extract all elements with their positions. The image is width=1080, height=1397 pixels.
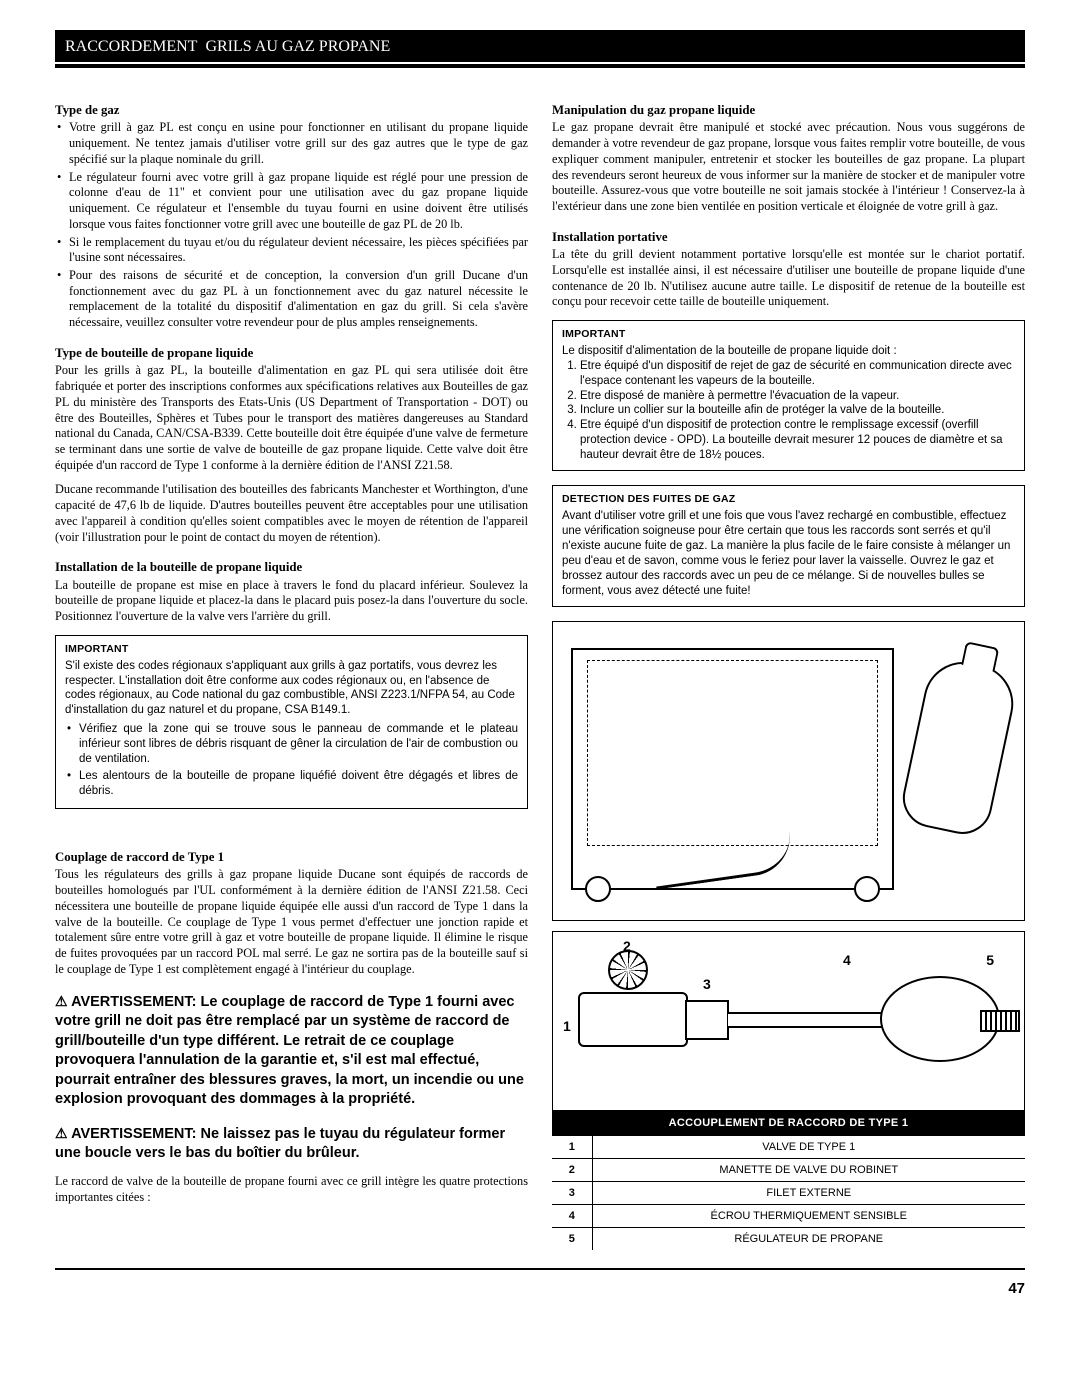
list-item: Si le remplacement du tuyau et/ou du rég… bbox=[69, 235, 528, 266]
box-lead: Le dispositif d'alimentation de la boute… bbox=[562, 344, 1015, 359]
part-number: 1 bbox=[552, 1135, 592, 1158]
box-heading: DETECTION DES FUITES DE GAZ bbox=[562, 493, 1015, 507]
heading-type-gaz: Type de gaz bbox=[55, 102, 528, 118]
table-row: 3FILET EXTERNE bbox=[552, 1181, 1025, 1204]
heading-installation-portative: Installation portative bbox=[552, 229, 1025, 245]
banner-main: RACCORDEMENT bbox=[65, 38, 197, 56]
warning-text: AVERTISSEMENT: Le couplage de raccord de… bbox=[55, 994, 524, 1108]
propane-tank-shape bbox=[897, 654, 1020, 839]
title-banner: RACCORDEMENT GRILS AU GAZ PROPANE bbox=[55, 30, 1025, 68]
hose-shape bbox=[980, 1010, 1020, 1032]
box-heading: IMPORTANT bbox=[562, 328, 1015, 342]
footer-rule bbox=[55, 1268, 1025, 1270]
warning-1: ⚠ AVERTISSEMENT: Le couplage de raccord … bbox=[55, 992, 528, 1110]
important-box-right: IMPORTANT Le dispositif d'alimentation d… bbox=[552, 320, 1025, 471]
page: RACCORDEMENT GRILS AU GAZ PROPANE Type d… bbox=[55, 30, 1025, 1297]
callout-5: 5 bbox=[986, 952, 994, 970]
page-number: 47 bbox=[55, 1280, 1025, 1297]
important-box-left: IMPORTANT S'il existe des codes régionau… bbox=[55, 635, 528, 809]
list-item: Etre équipé d'un dispositif de rejet de … bbox=[580, 359, 1015, 389]
numbered-list: Etre équipé d'un dispositif de rejet de … bbox=[562, 359, 1015, 464]
list-item: Etre disposé de manière à permettre l'év… bbox=[580, 389, 1015, 404]
callout-3: 3 bbox=[703, 976, 711, 994]
table-row: 1VALVE DE TYPE 1 bbox=[552, 1135, 1025, 1158]
part-label: VALVE DE TYPE 1 bbox=[592, 1135, 1025, 1158]
list-item: Inclure un collier sur la bouteille afin… bbox=[580, 403, 1015, 418]
table-row: 5RÉGULATEUR DE PROPANE bbox=[552, 1227, 1025, 1250]
heading-installation-bouteille: Installation de la bouteille de propane … bbox=[55, 559, 528, 575]
two-column-layout: Type de gaz Votre grill à gaz PL est con… bbox=[55, 88, 1025, 1250]
valve-knob-shape bbox=[608, 950, 648, 990]
box-text: Avant d'utiliser votre grill et une fois… bbox=[562, 509, 1015, 599]
paragraph: La tête du grill devient notamment porta… bbox=[552, 247, 1025, 310]
table-row: 4ÉCROU THERMIQUEMENT SENSIBLE bbox=[552, 1204, 1025, 1227]
valve-body-shape bbox=[578, 992, 688, 1047]
left-column: Type de gaz Votre grill à gaz PL est con… bbox=[55, 88, 528, 1250]
list-item: Votre grill à gaz PL est conçu en usine … bbox=[69, 120, 528, 167]
parts-table-title: ACCOUPLEMENT DE RACCORD DE TYPE 1 bbox=[552, 1111, 1025, 1135]
warning-icon: ⚠ bbox=[55, 993, 68, 1009]
part-label: FILET EXTERNE bbox=[592, 1181, 1025, 1204]
part-label: ÉCROU THERMIQUEMENT SENSIBLE bbox=[592, 1204, 1025, 1227]
callout-2: 2 bbox=[623, 938, 631, 956]
heading-couplage: Couplage de raccord de Type 1 bbox=[55, 849, 528, 865]
pipe-shape bbox=[728, 1012, 884, 1028]
paragraph: Ducane recommande l'utilisation des bout… bbox=[55, 482, 528, 545]
part-number: 2 bbox=[552, 1158, 592, 1181]
warning-text: AVERTISSEMENT: Ne laissez pas le tuyau d… bbox=[55, 1126, 505, 1162]
type-gaz-list: Votre grill à gaz PL est conçu en usine … bbox=[55, 120, 528, 331]
wheel-icon bbox=[585, 876, 611, 902]
box-text: S'il existe des codes régionaux s'appliq… bbox=[65, 659, 518, 719]
list-item: Etre équipé d'un dispositif de protectio… bbox=[580, 418, 1015, 463]
paragraph: La bouteille de propane est mise en plac… bbox=[55, 578, 528, 625]
detection-box: DETECTION DES FUITES DE GAZ Avant d'util… bbox=[552, 485, 1025, 606]
heading-type-bouteille: Type de bouteille de propane liquide bbox=[55, 345, 528, 361]
box-heading: IMPORTANT bbox=[65, 643, 518, 657]
part-label: RÉGULATEUR DE PROPANE bbox=[592, 1227, 1025, 1250]
callout-1: 1 bbox=[563, 1018, 571, 1036]
list-item: Le régulateur fourni avec votre grill à … bbox=[69, 170, 528, 233]
warning-icon: ⚠ bbox=[55, 1125, 68, 1141]
paragraph: Pour les grills à gaz PL, la bouteille d… bbox=[55, 363, 528, 473]
wheel-icon bbox=[854, 876, 880, 902]
hex-nut-shape bbox=[685, 1000, 729, 1040]
part-label: MANETTE DE VALVE DU ROBINET bbox=[592, 1158, 1025, 1181]
paragraph: Le raccord de valve de la bouteille de p… bbox=[55, 1174, 528, 1205]
table-row: 2MANETTE DE VALVE DU ROBINET bbox=[552, 1158, 1025, 1181]
paragraph: Tous les régulateurs des grills à gaz pr… bbox=[55, 867, 528, 977]
callout-4: 4 bbox=[843, 952, 851, 970]
figure-coupling: 1 2 3 4 5 bbox=[552, 931, 1025, 1111]
part-number: 4 bbox=[552, 1204, 592, 1227]
figure-cart-tank bbox=[552, 621, 1025, 921]
heading-manipulation: Manipulation du gaz propane liquide bbox=[552, 102, 1025, 118]
right-column: Manipulation du gaz propane liquide Le g… bbox=[552, 88, 1025, 1250]
paragraph: Le gaz propane devrait être manipulé et … bbox=[552, 120, 1025, 214]
list-item: Vérifiez que la zone qui se trouve sous … bbox=[79, 722, 518, 767]
list-item: Les alentours de la bouteille de propane… bbox=[79, 769, 518, 799]
banner-sub: GRILS AU GAZ PROPANE bbox=[205, 38, 390, 56]
part-number: 5 bbox=[552, 1227, 592, 1250]
part-number: 3 bbox=[552, 1181, 592, 1204]
parts-table: 1VALVE DE TYPE 12MANETTE DE VALVE DU ROB… bbox=[552, 1135, 1025, 1250]
warning-2: ⚠ AVERTISSEMENT: Ne laissez pas le tuyau… bbox=[55, 1124, 528, 1164]
list-item: Pour des raisons de sécurité et de conce… bbox=[69, 268, 528, 331]
